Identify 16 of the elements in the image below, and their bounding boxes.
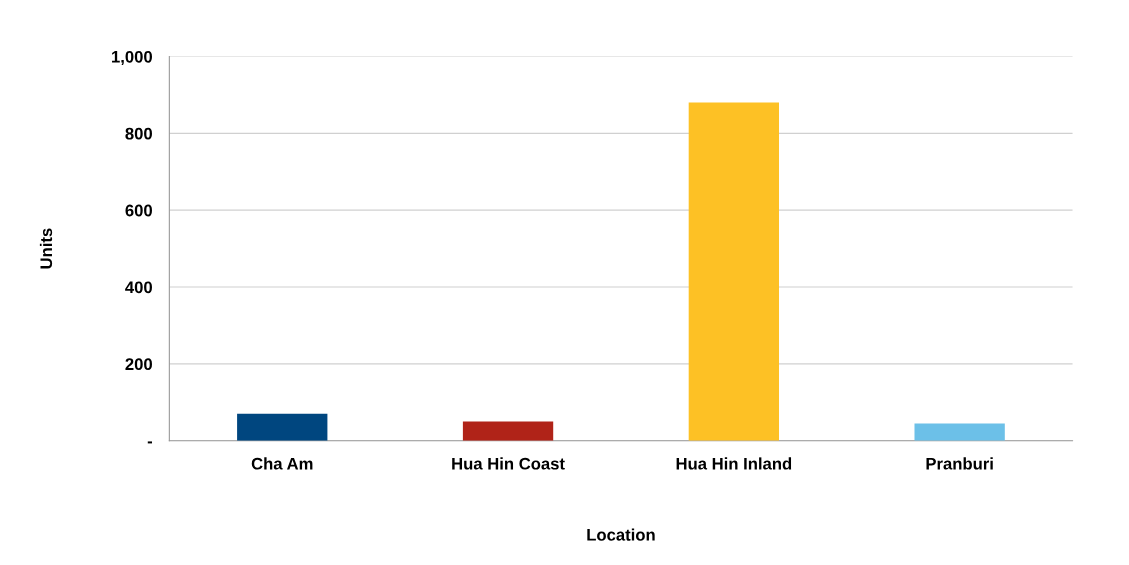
x-tick-label: Hua Hin Coast: [452, 457, 565, 470]
x-tick-label: Pranburi: [926, 457, 993, 470]
x-tick-label: Cha Am: [251, 457, 313, 470]
y-tick-label: 600: [125, 204, 152, 217]
y-tick-label: 800: [125, 127, 152, 140]
x-axis-title: Location: [587, 528, 655, 541]
bar: [688, 102, 780, 441]
y-tick-label: 400: [125, 281, 152, 294]
bar: [462, 421, 554, 441]
bar: [914, 423, 1005, 441]
y-tick-label: 200: [125, 358, 152, 371]
y-axis-title: Units: [39, 228, 53, 269]
y-tick-label: -: [147, 441, 153, 444]
bar: [237, 413, 328, 441]
y-tick-label: 1,000: [112, 50, 152, 66]
x-tick-label: Hua Hin Inland: [676, 457, 792, 470]
